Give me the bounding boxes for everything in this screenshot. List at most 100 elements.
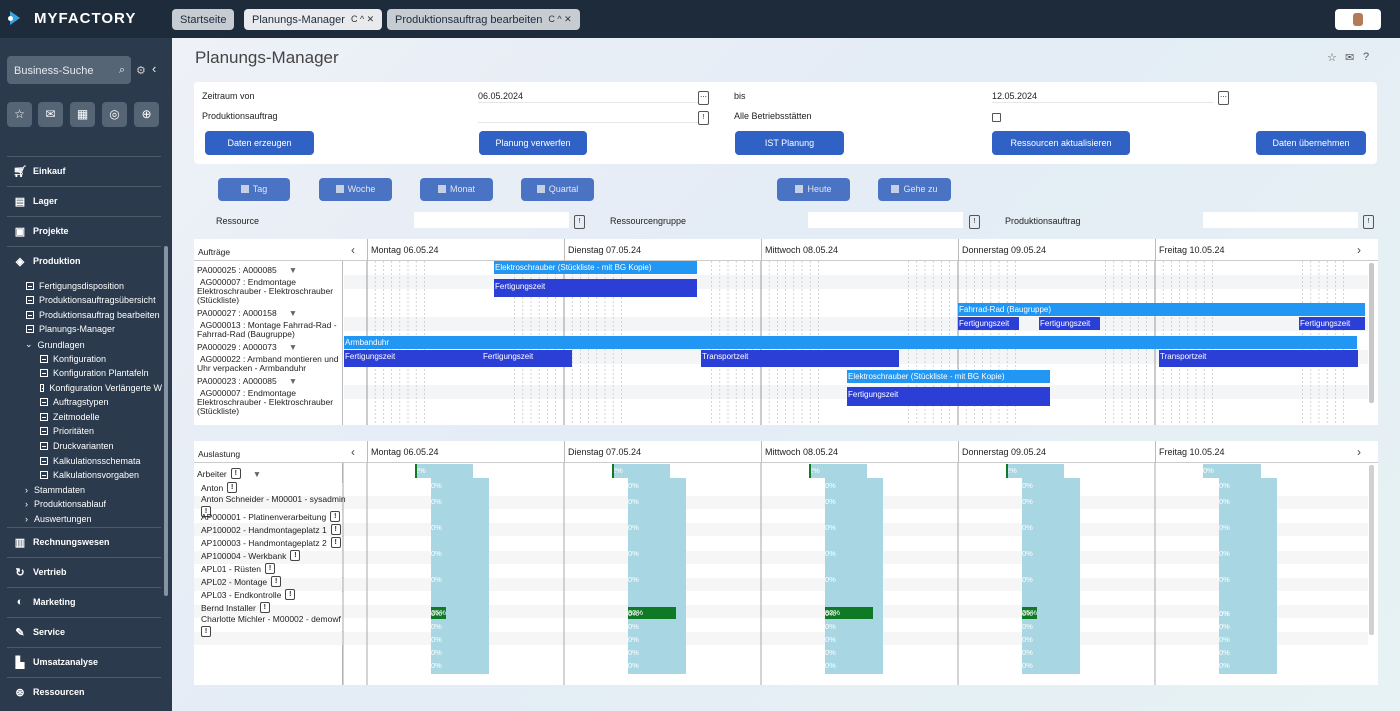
sidebar-item-prioritaeten[interactable]: Prioritäten bbox=[40, 426, 94, 436]
calendar-icon[interactable]: ▦ bbox=[70, 102, 95, 127]
ressourcen-aktualisieren-button[interactable]: Ressourcen aktualisieren bbox=[992, 131, 1130, 155]
gantt-bar-transport[interactable]: Transportzeit bbox=[1159, 350, 1358, 367]
gantt-bar-fertigung[interactable]: Fertigungszeit bbox=[847, 387, 1050, 406]
gantt-bar-order[interactable]: Armbanduhr bbox=[344, 336, 1357, 349]
info-button[interactable]: ! bbox=[330, 524, 341, 535]
chevron-down-icon[interactable]: ▼ bbox=[288, 342, 298, 352]
daten-erzeugen-button[interactable]: Daten erzeugen bbox=[205, 131, 314, 155]
info-button[interactable]: ! bbox=[330, 537, 341, 548]
chevron-down-icon[interactable]: ▼ bbox=[288, 376, 298, 386]
scroll-left-icon[interactable]: ‹ bbox=[351, 243, 355, 257]
info-button[interactable]: ! bbox=[574, 215, 585, 229]
gantt-bar-order[interactable]: Elektroschrauber (Stückliste - mit BG Ko… bbox=[494, 261, 697, 274]
util-resource-row[interactable]: APL01 - Rüsten! bbox=[201, 563, 276, 574]
chevron-down-icon[interactable]: ▼ bbox=[252, 468, 262, 479]
sidebar-item-zeitmodelle[interactable]: Zeitmodelle bbox=[40, 412, 100, 422]
util-resource-row[interactable]: AP000001 - Platinenverarbeitung! bbox=[201, 511, 341, 522]
ist-planung-button[interactable]: IST Planung bbox=[735, 131, 844, 155]
sidebar-item-planungs-manager[interactable]: Planungs-Manager bbox=[26, 324, 115, 334]
tab-controls[interactable]: C ^ ✕ bbox=[548, 14, 572, 24]
sidebar-section-service[interactable]: ✎ Service bbox=[7, 617, 161, 646]
favorites-icon[interactable]: ☆ bbox=[7, 102, 32, 127]
order-row[interactable]: PA000023 : A000085 ▼ bbox=[197, 376, 297, 386]
gantt-bar-fertigung[interactable]: Fertigungszeit bbox=[958, 317, 1019, 330]
tab-startseite[interactable]: Startseite bbox=[172, 9, 235, 30]
daten-uebernehmen-button[interactable]: Daten übernehmen bbox=[1256, 131, 1366, 155]
info-button[interactable]: ! bbox=[259, 602, 270, 613]
view-monat-button[interactable]: Monat bbox=[420, 178, 493, 201]
util-resource-row[interactable]: APL03 - Endkontrolle! bbox=[201, 589, 296, 600]
order-row[interactable]: PA000029 : A000073 ▼ bbox=[197, 342, 297, 352]
info-button[interactable]: ! bbox=[265, 563, 276, 574]
view-woche-button[interactable]: Woche bbox=[319, 178, 392, 201]
sidebar-scrollbar[interactable] bbox=[164, 246, 168, 596]
gantt-bar-fertigung[interactable]: Fertigungszeit bbox=[482, 350, 572, 367]
mail-icon[interactable]: ✉ bbox=[38, 102, 63, 127]
help-icon[interactable]: ? bbox=[1363, 51, 1370, 63]
gehe-zu-button[interactable]: Gehe zu bbox=[878, 178, 951, 201]
util-resource-row[interactable]: AP100002 - Handmontageplatz 1! bbox=[201, 524, 341, 535]
util-group-row[interactable]: Arbeiter! ▼ bbox=[197, 468, 261, 479]
sidebar-item-druckvarianten[interactable]: Druckvarianten bbox=[40, 441, 114, 451]
business-search-input[interactable]: Business-Suche ⌕ bbox=[7, 56, 131, 84]
sidebar-item-konfiguration[interactable]: Konfiguration bbox=[40, 354, 106, 364]
sidebar-section-umsatzanalyse[interactable]: ▙ Umsatzanalyse bbox=[7, 647, 161, 676]
ressourcengruppe-input[interactable] bbox=[808, 212, 963, 228]
util-resource-row[interactable]: APL02 - Montage! bbox=[201, 576, 282, 587]
info-button[interactable]: ! bbox=[201, 626, 211, 637]
info-button[interactable]: ! bbox=[698, 111, 709, 125]
date-picker-button[interactable]: ⋯ bbox=[1218, 91, 1229, 105]
gantt-bar-order[interactable]: Elektroschrauber (Stückliste - mit BG Ko… bbox=[847, 370, 1050, 383]
info-button[interactable]: ! bbox=[285, 589, 296, 600]
scroll-right-icon[interactable]: › bbox=[1357, 445, 1361, 459]
produktionsauftrag-input[interactable] bbox=[478, 109, 698, 123]
user-avatar[interactable] bbox=[1335, 9, 1381, 30]
sidebar-section-marketing[interactable]: ◐ Marketing bbox=[7, 587, 161, 616]
view-quartal-button[interactable]: Quartal bbox=[521, 178, 594, 201]
favorite-star-icon[interactable]: ☆ bbox=[1327, 52, 1337, 64]
util-resource-row[interactable]: AP100004 - Werkbank! bbox=[201, 550, 301, 561]
sidebar-section-einkauf[interactable]: 🛒︎ Einkauf bbox=[7, 156, 161, 185]
util-resource-row[interactable]: Bernd Installer! bbox=[201, 602, 270, 613]
util-scrollbar[interactable] bbox=[1369, 465, 1374, 635]
sidebar-item-auftragstypen[interactable]: Auftragstypen bbox=[40, 397, 109, 407]
info-button[interactable]: ! bbox=[271, 576, 282, 587]
sidebar-item-produktionsauftrag-bearbeiten[interactable]: Produktionsauftrag bearbeiten bbox=[26, 310, 160, 320]
info-button[interactable]: ! bbox=[1363, 215, 1374, 229]
util-resource-row[interactable]: Anton Schneider - M00001 - sysadmin bbox=[201, 494, 346, 504]
gantt-scrollbar[interactable] bbox=[1369, 263, 1374, 403]
sidebar-item-kalkulationsschemata[interactable]: Kalkulationsschemata bbox=[40, 456, 141, 466]
gantt-bar-fertigung[interactable]: Fertigungszeit bbox=[1299, 317, 1365, 330]
tab-produktionsauftrag[interactable]: Produktionsauftrag bearbeiten C ^ ✕ bbox=[387, 9, 580, 30]
sidebar-item-konfiguration-plantafeln[interactable]: Konfiguration Plantafeln bbox=[40, 368, 149, 378]
sidebar-item-kalkulationsvorgaben[interactable]: Kalkulationsvorgaben bbox=[40, 470, 139, 480]
info-button[interactable]: ! bbox=[290, 550, 301, 561]
scroll-right-icon[interactable]: › bbox=[1357, 243, 1361, 257]
scroll-left-icon[interactable]: ‹ bbox=[351, 445, 355, 459]
sidebar-item-auswertungen[interactable]: › Auswertungen bbox=[25, 514, 92, 524]
sidebar-item-fertigungsdisposition[interactable]: Fertigungsdisposition bbox=[26, 281, 124, 291]
mail-icon[interactable]: ✉ bbox=[1345, 52, 1355, 64]
order-row[interactable]: PA000025 : A000085 ▼ bbox=[197, 265, 297, 275]
search-icon[interactable]: ⌕ bbox=[118, 64, 125, 76]
sidebar-section-lager[interactable]: ▤ Lager bbox=[7, 186, 161, 215]
zeitraum-von-input[interactable]: 06.05.2024 bbox=[478, 89, 698, 103]
planung-verwerfen-button[interactable]: Planung verwerfen bbox=[479, 131, 587, 155]
sidebar-item-stammdaten[interactable]: › Stammdaten bbox=[25, 485, 85, 495]
collapse-sidebar-icon[interactable]: ‹ bbox=[152, 61, 157, 76]
sidebar-section-projekte[interactable]: ▣ Projekte bbox=[7, 216, 161, 245]
sidebar-section-vertrieb[interactable]: ↻ Vertrieb bbox=[7, 557, 161, 586]
chevron-down-icon[interactable]: ▼ bbox=[288, 308, 298, 318]
chevron-down-icon[interactable]: ▼ bbox=[288, 265, 298, 275]
app-logo[interactable]: MYFACTORY bbox=[8, 9, 136, 27]
bis-input[interactable]: 12.05.2024 bbox=[992, 89, 1214, 103]
info-button[interactable]: ! bbox=[227, 482, 238, 493]
sidebar-item-produktionsauftragsuebersicht[interactable]: Produktionsauftragsübersicht bbox=[26, 295, 156, 305]
view-tag-button[interactable]: Tag bbox=[218, 178, 290, 201]
heute-button[interactable]: Heute bbox=[777, 178, 850, 201]
sidebar-section-ressourcen[interactable]: ⊛ Ressourcen bbox=[7, 677, 161, 706]
ressource-input[interactable] bbox=[414, 212, 569, 228]
gear-icon[interactable]: ⚙ bbox=[136, 65, 146, 77]
tab-controls[interactable]: C ^ ✕ bbox=[350, 14, 375, 24]
gantt-bar-fertigung[interactable]: Fertigungszeit bbox=[494, 279, 697, 297]
